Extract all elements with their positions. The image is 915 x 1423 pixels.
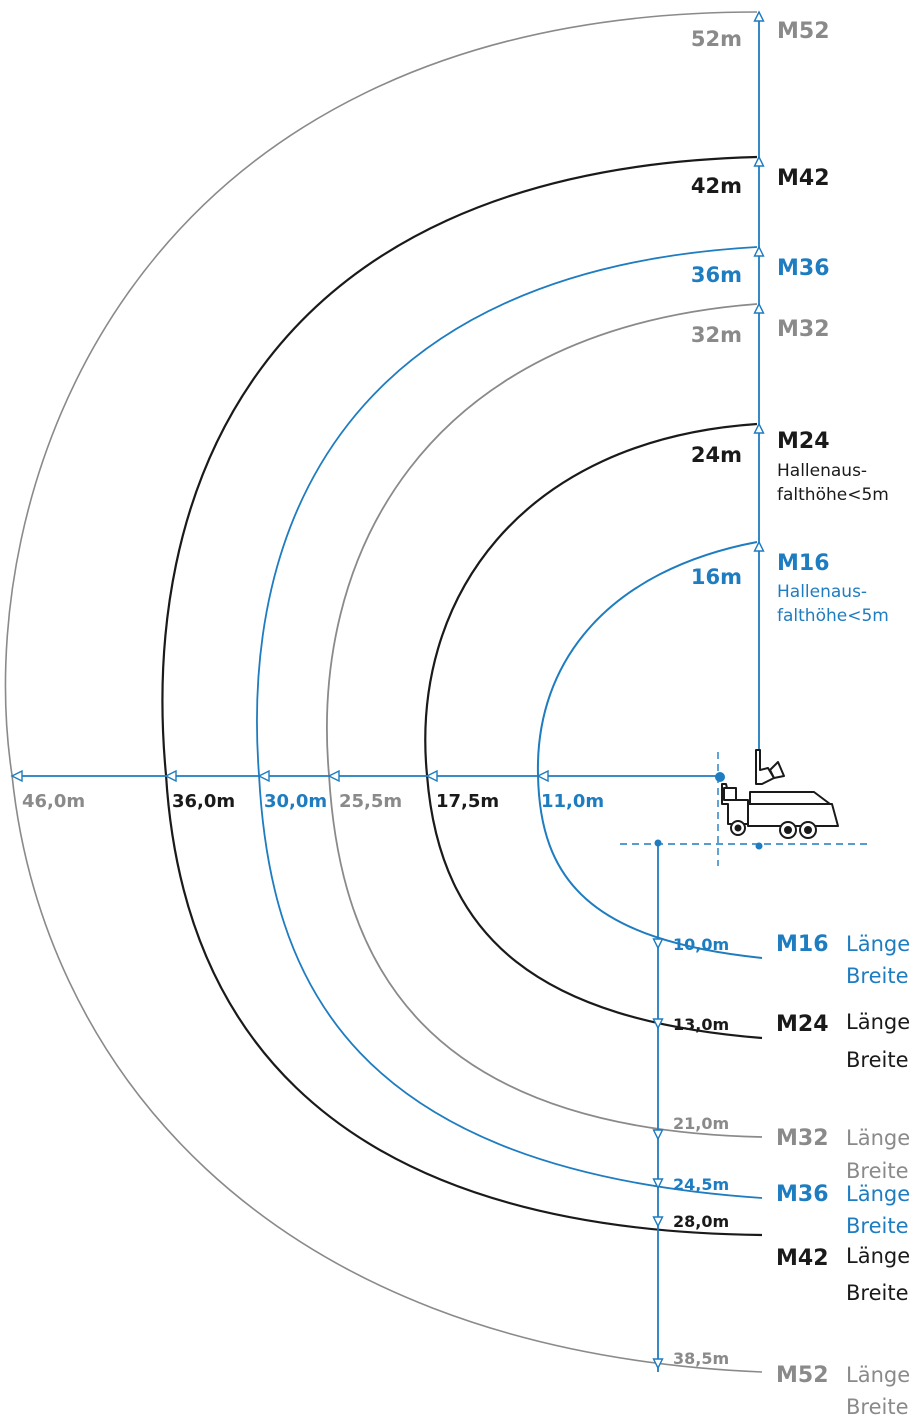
model-note-m24-line2: falthöhe<5m xyxy=(777,485,889,505)
height-label-m42: 42m xyxy=(691,174,742,198)
model-name-bottom-m52: M52 xyxy=(776,1363,829,1388)
depth-arrow-m16 xyxy=(652,938,664,950)
model-name-top-m16: M16 xyxy=(777,551,830,576)
model-name-bottom-m32: M32 xyxy=(776,1126,829,1151)
model-name-top-m32: M32 xyxy=(777,317,830,342)
model-note-m24-line1: Hallenaus- xyxy=(777,461,867,481)
model-note-m16: Hallenaus- falthöhe<5m xyxy=(777,582,889,626)
length-label-m32: Länge xyxy=(846,1126,910,1150)
length-label-m52: Länge xyxy=(846,1363,910,1387)
height-arrow-m32 xyxy=(753,302,765,314)
reach-axis-origin-dot xyxy=(715,772,725,782)
width-label-m16: Breite xyxy=(846,964,909,988)
height-arrow-m36 xyxy=(753,245,765,257)
height-arrow-m16 xyxy=(753,540,765,552)
model-name-top-m24: M24 xyxy=(777,429,830,454)
width-label-m52: Breite xyxy=(846,1395,909,1419)
height-label-m32: 32m xyxy=(691,323,742,347)
reach-label-m16: 11,0m xyxy=(541,791,604,812)
width-label-m42: Breite xyxy=(846,1281,909,1305)
reach-label-m32: 25,5m xyxy=(339,791,402,812)
reach-arrow-m24 xyxy=(425,769,438,783)
reach-arrow-m32 xyxy=(327,769,340,783)
model-name-top-m52: M52 xyxy=(777,19,830,44)
depth-label-m16: 10,0m xyxy=(673,935,729,954)
model-name-top-m42: M42 xyxy=(777,166,830,191)
depth-arrow-m52 xyxy=(652,1358,664,1370)
length-label-m16: Länge xyxy=(846,932,910,956)
reach-arcs xyxy=(4,11,763,1373)
reach-arrow-m42 xyxy=(164,769,177,783)
length-label-m36: Länge xyxy=(846,1182,910,1206)
length-label-m42: Länge xyxy=(846,1244,910,1268)
depth-arrow-m24 xyxy=(652,1018,664,1030)
depth-label-m52: 38,5m xyxy=(673,1349,729,1368)
arc-m42 xyxy=(161,155,763,1237)
arc-m16 xyxy=(536,541,763,959)
model-note-m16-line1: Hallenaus- xyxy=(777,582,867,602)
model-note-m16-line2: falthöhe<5m xyxy=(777,606,889,626)
width-label-m24: Breite xyxy=(846,1048,909,1072)
depth-label-m32: 21,0m xyxy=(673,1114,729,1133)
model-name-bottom-m36: M36 xyxy=(776,1182,829,1207)
height-arrow-m52 xyxy=(753,10,765,22)
depth-label-m24: 13,0m xyxy=(673,1015,729,1034)
measurement-axes xyxy=(10,10,870,1372)
arc-m36 xyxy=(256,246,763,1199)
reach-arrow-m52 xyxy=(10,769,23,783)
model-name-bottom-m16: M16 xyxy=(776,932,829,957)
height-arrow-m24 xyxy=(753,422,765,434)
height-label-m16: 16m xyxy=(691,565,742,589)
height-label-m52: 52m xyxy=(691,27,742,51)
arc-m52 xyxy=(4,11,763,1373)
depth-label-m42: 28,0m xyxy=(673,1212,729,1231)
length-label-m24: Länge xyxy=(846,1010,910,1034)
height-arrow-m42 xyxy=(753,155,765,167)
depth-arrow-m36 xyxy=(652,1178,664,1190)
model-name-bottom-m24: M24 xyxy=(776,1012,829,1037)
arc-m32 xyxy=(326,303,763,1138)
reach-label-m36: 30,0m xyxy=(264,791,327,812)
pivot-dot xyxy=(755,842,763,850)
model-name-bottom-m42: M42 xyxy=(776,1246,829,1271)
reach-arrow-m36 xyxy=(257,769,270,783)
height-label-m36: 36m xyxy=(691,263,742,287)
arc-m24 xyxy=(424,422,763,1040)
width-label-m36: Breite xyxy=(846,1214,909,1238)
depth-axis-origin-dot xyxy=(654,839,662,847)
depth-arrow-m42 xyxy=(652,1216,664,1228)
concrete-pump-truck-icon xyxy=(721,749,839,839)
reach-label-m24: 17,5m xyxy=(436,791,499,812)
depth-arrow-m32 xyxy=(652,1129,664,1141)
reach-arrow-m16 xyxy=(536,769,549,783)
model-name-top-m36: M36 xyxy=(777,256,830,281)
model-labels: 52m 42m 36m 32m 24m 16m M52 M42 M36 M32 … xyxy=(22,19,910,1419)
height-label-m24: 24m xyxy=(691,443,742,467)
reach-label-m52: 46,0m xyxy=(22,791,85,812)
model-note-m24: Hallenaus- falthöhe<5m xyxy=(777,461,889,505)
reach-label-m42: 36,0m xyxy=(172,791,235,812)
depth-label-m36: 24,5m xyxy=(673,1175,729,1194)
width-label-m32: Breite xyxy=(846,1159,909,1183)
